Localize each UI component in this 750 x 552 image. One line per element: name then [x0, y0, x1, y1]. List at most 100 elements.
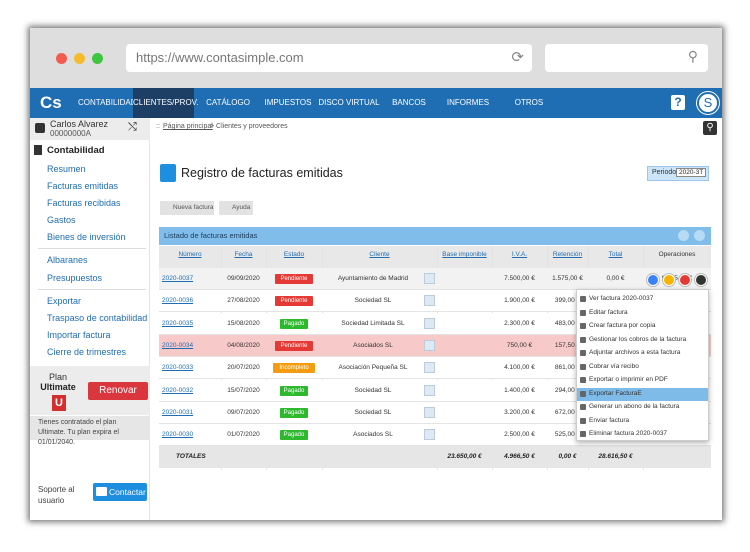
sidebar-link[interactable]: Importar factura [47, 330, 111, 340]
nav-item[interactable]: CATÁLOGO [206, 98, 250, 107]
period-label: Periodo [652, 169, 677, 176]
search-button[interactable]: ⚲ [703, 121, 717, 135]
sidebar-link[interactable]: Cierre de trimestres [47, 347, 127, 357]
menu-icon [580, 417, 586, 424]
amount: 9.075,00 € [661, 275, 693, 282]
contact-button[interactable]: Contactar [93, 483, 147, 501]
table-row [159, 268, 711, 290]
menu-item[interactable]: Generar un abono de la factura [577, 401, 708, 414]
menu-item[interactable]: Adjuntar archivos a esta factura [577, 347, 708, 360]
search-bar[interactable]: ⚲ [545, 44, 708, 72]
invoice-number[interactable]: 2020-0035 [162, 319, 194, 327]
column-header[interactable]: Cliente [369, 251, 390, 258]
mail-icon [96, 487, 107, 496]
chart-icon[interactable] [424, 406, 435, 418]
column-header[interactable]: Total [608, 251, 623, 258]
nav-item[interactable]: OTROS [514, 98, 544, 107]
help-button[interactable]: ? [671, 95, 685, 110]
nav-item[interactable]: CONTABILIDAD [78, 98, 137, 107]
nav-item[interactable]: DISCO VIRTUAL [318, 98, 380, 107]
nav-item[interactable]: INFORMES [446, 98, 490, 107]
period-box: Periodo 2020-3T [647, 166, 709, 181]
sidebar-link[interactable]: Facturas recibidas [47, 198, 121, 208]
invoice-number[interactable]: 2020-0030 [162, 431, 194, 439]
menu-item[interactable]: Editar factura [577, 307, 708, 320]
column-header[interactable]: Número [178, 251, 202, 258]
chart-icon[interactable] [424, 339, 435, 351]
operation-button[interactable] [663, 274, 675, 286]
nav-item[interactable]: IMPUESTOS [264, 98, 312, 107]
breadcrumb-home[interactable]: Página principal [163, 123, 213, 130]
invoice-number[interactable]: 2020-0037 [162, 275, 194, 282]
column-header[interactable]: Fecha [234, 251, 253, 258]
menu-item[interactable]: Cobrar vía recibo [577, 361, 708, 374]
invoice-number[interactable]: 2020-0034 [162, 341, 194, 349]
url-text: https://www.contasimple.com [136, 50, 304, 65]
sidebar-link[interactable]: Gastos [47, 215, 76, 225]
invoice-number[interactable]: 2020-0036 [162, 297, 194, 305]
chart-icon[interactable] [424, 295, 435, 307]
search-icon: ⚲ [687, 48, 698, 64]
user-name: Carlos Alvarez [50, 119, 109, 129]
help-button-main[interactable]: Ayuda [219, 201, 253, 215]
menu-icon [580, 431, 586, 437]
page-title: Registro de facturas emitidas [181, 166, 343, 180]
amount: 483,00 € [554, 319, 581, 327]
collapse-icon[interactable]: ⤭ [128, 121, 137, 133]
column-header[interactable]: Estado [283, 251, 305, 258]
menu-item[interactable]: Gestionar los cobros de la factura [577, 334, 708, 347]
menu-item[interactable]: Ver factura 2020-0037 [577, 293, 708, 306]
plan-note: Tienes contratado el plan Ultimate. Tu p… [30, 416, 150, 446]
nav-item[interactable]: BANCOS [392, 98, 426, 107]
sidebar-link[interactable]: Exportar [47, 296, 82, 306]
avatar[interactable]: S [697, 92, 719, 114]
browser-window: https://www.contasimple.com ⟳ ⚲ Cs CONTABILI… [30, 28, 722, 520]
sidebar-link[interactable]: Albaranes [47, 255, 88, 265]
panel-icon[interactable] [694, 230, 705, 241]
status-badge: Pagado [280, 407, 308, 418]
menu-icon [580, 296, 586, 302]
client-name: Ayuntamiento de Madrid [337, 275, 409, 282]
client-name: Sociedad SL [354, 297, 392, 305]
menu-label: Generar un abono de la factura [589, 403, 680, 410]
sidebar-link[interactable]: Presupuestos [47, 273, 103, 283]
menu-item[interactable]: Eliminar factura 2020-0037 [577, 428, 708, 441]
menu-label: Exportar o imprimir en PDF [589, 376, 668, 383]
chart-icon[interactable] [424, 273, 435, 284]
nav-item[interactable]: CLIENTES/PROV. [133, 88, 199, 118]
invoice-number[interactable]: 2020-0032 [162, 386, 194, 394]
separator [38, 289, 146, 290]
operation-button[interactable] [679, 274, 691, 286]
column-header[interactable]: Base imponible [442, 251, 487, 258]
panel-icon[interactable] [678, 230, 689, 241]
menu-item[interactable]: Exportar o imprimir en PDF [577, 374, 708, 387]
menu-item[interactable]: Enviar factura [577, 415, 708, 428]
invoice-date: 15/07/2020 [227, 386, 260, 394]
menu-icon [580, 323, 586, 329]
breadcrumb-rest: > Clientes y proveedores [210, 123, 288, 130]
sidebar-link[interactable]: Resumen [47, 164, 86, 174]
address-bar[interactable]: https://www.contasimple.com ⟳ [126, 44, 532, 72]
sidebar-link[interactable]: Facturas emitidas [47, 181, 119, 191]
column-header[interactable]: Retención [552, 251, 583, 258]
renew-button[interactable]: Renovar [88, 382, 148, 400]
menu-item[interactable]: Crear factura por copia [577, 320, 708, 333]
operation-button[interactable] [695, 274, 707, 286]
new-invoice-button[interactable]: Nueva factura [160, 201, 214, 215]
sidebar-link[interactable]: Bienes de inversión [47, 232, 126, 242]
period-select[interactable]: 2020-3T [676, 168, 707, 177]
status-badge: Pendiente [274, 274, 314, 284]
invoice-number[interactable]: 2020-0033 [162, 364, 194, 372]
dropdown-menu: Ver factura 2020-0037 Editar factura Crear… [576, 289, 709, 441]
menu-item[interactable]: Exportar FacturaE [577, 387, 708, 401]
menu-icon [580, 309, 586, 316]
chart-icon[interactable] [424, 317, 435, 329]
chart-icon[interactable] [424, 362, 435, 374]
invoice-number[interactable]: 2020-0031 [162, 408, 194, 416]
column-header[interactable]: I.V.A. [511, 251, 528, 258]
chart-icon[interactable] [424, 429, 435, 441]
chart-icon[interactable] [424, 384, 435, 396]
amount: 1.575,00 € [552, 275, 583, 282]
operation-button[interactable] [647, 274, 659, 286]
sidebar-link[interactable]: Traspaso de contabilidad [47, 313, 148, 323]
